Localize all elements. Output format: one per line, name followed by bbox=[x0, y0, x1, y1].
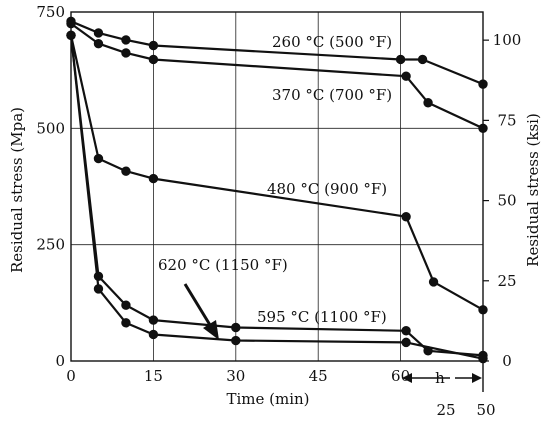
y-axis-label-right: Residual stress (ksi) bbox=[524, 113, 542, 267]
series-layer bbox=[66, 16, 488, 364]
series-line bbox=[69, 35, 484, 357]
series-label-480c: 480 °C (900 °F) bbox=[267, 180, 387, 198]
series-620c-arrow-line bbox=[183, 283, 212, 326]
y-tick-label-left: 500 bbox=[36, 119, 65, 137]
series-2 bbox=[66, 18, 488, 134]
data-point bbox=[148, 329, 159, 340]
data-point bbox=[93, 153, 104, 164]
x-axis-label: Time (min) bbox=[226, 390, 309, 408]
tick-labels: 0 15 30 45 60 0 250 500 750 0 25 50 75 100 bbox=[36, 3, 521, 385]
y-tick-label-right: 0 bbox=[502, 352, 512, 370]
series-label-620c: 620 °C (1150 °F) bbox=[158, 256, 288, 274]
data-point bbox=[423, 98, 433, 108]
data-point bbox=[231, 322, 241, 333]
data-point bbox=[401, 71, 411, 81]
data-point bbox=[428, 277, 439, 287]
x-tick-label: 45 bbox=[309, 367, 328, 385]
data-point bbox=[121, 166, 131, 176]
data-point bbox=[93, 284, 104, 294]
y-axis-label-left: Residual stress (Mpa) bbox=[8, 107, 26, 273]
data-point bbox=[148, 54, 159, 65]
x-tick-label: 30 bbox=[226, 367, 245, 385]
series-1 bbox=[66, 16, 488, 89]
y-tick-label-right: 100 bbox=[493, 31, 522, 49]
data-point bbox=[93, 28, 104, 38]
hours-axis-left-arrowhead bbox=[402, 373, 412, 383]
series-label-370c: 370 °C (700 °F) bbox=[272, 86, 392, 104]
y-tick-label-right: 75 bbox=[497, 111, 516, 129]
data-point bbox=[401, 326, 411, 336]
data-point bbox=[401, 212, 411, 222]
series-label-595c: 595 °C (1100 °F) bbox=[257, 308, 387, 326]
data-point bbox=[231, 335, 241, 346]
y-tick-label-left: 750 bbox=[36, 3, 65, 21]
data-point bbox=[121, 35, 131, 45]
x-tick-label: 15 bbox=[144, 367, 163, 385]
data-point bbox=[395, 54, 406, 65]
data-point bbox=[121, 318, 131, 328]
y-tick-label-left: 250 bbox=[36, 236, 65, 254]
series-labels: 260 °C (500 °F) 370 °C (700 °F) 480 °C (… bbox=[158, 33, 392, 340]
data-point bbox=[148, 173, 159, 184]
y-tick-label-left: 0 bbox=[55, 352, 65, 370]
data-point bbox=[148, 40, 159, 51]
series-line bbox=[70, 20, 484, 86]
data-point bbox=[148, 315, 159, 325]
hours-tick-label: 50 bbox=[476, 401, 495, 419]
data-point bbox=[417, 54, 428, 65]
data-point bbox=[401, 337, 411, 348]
plot-frame bbox=[70, 11, 484, 362]
data-point bbox=[93, 38, 104, 49]
data-point bbox=[121, 48, 131, 58]
y-tick-label-right: 25 bbox=[497, 272, 516, 290]
x-tick-label: 60 bbox=[391, 367, 410, 385]
series-label-260c: 260 °C (500 °F) bbox=[272, 33, 392, 51]
hours-tick-label: 25 bbox=[436, 401, 455, 419]
hours-axis-label: h bbox=[435, 369, 445, 387]
series-620c-arrowhead bbox=[203, 320, 219, 340]
x-tick-label: 0 bbox=[66, 367, 76, 385]
y-tick-label-right: 50 bbox=[497, 192, 516, 210]
hours-axis-right-arrowhead bbox=[472, 373, 482, 383]
hours-axis: h 25 50 bbox=[402, 361, 496, 419]
data-point bbox=[121, 300, 131, 310]
